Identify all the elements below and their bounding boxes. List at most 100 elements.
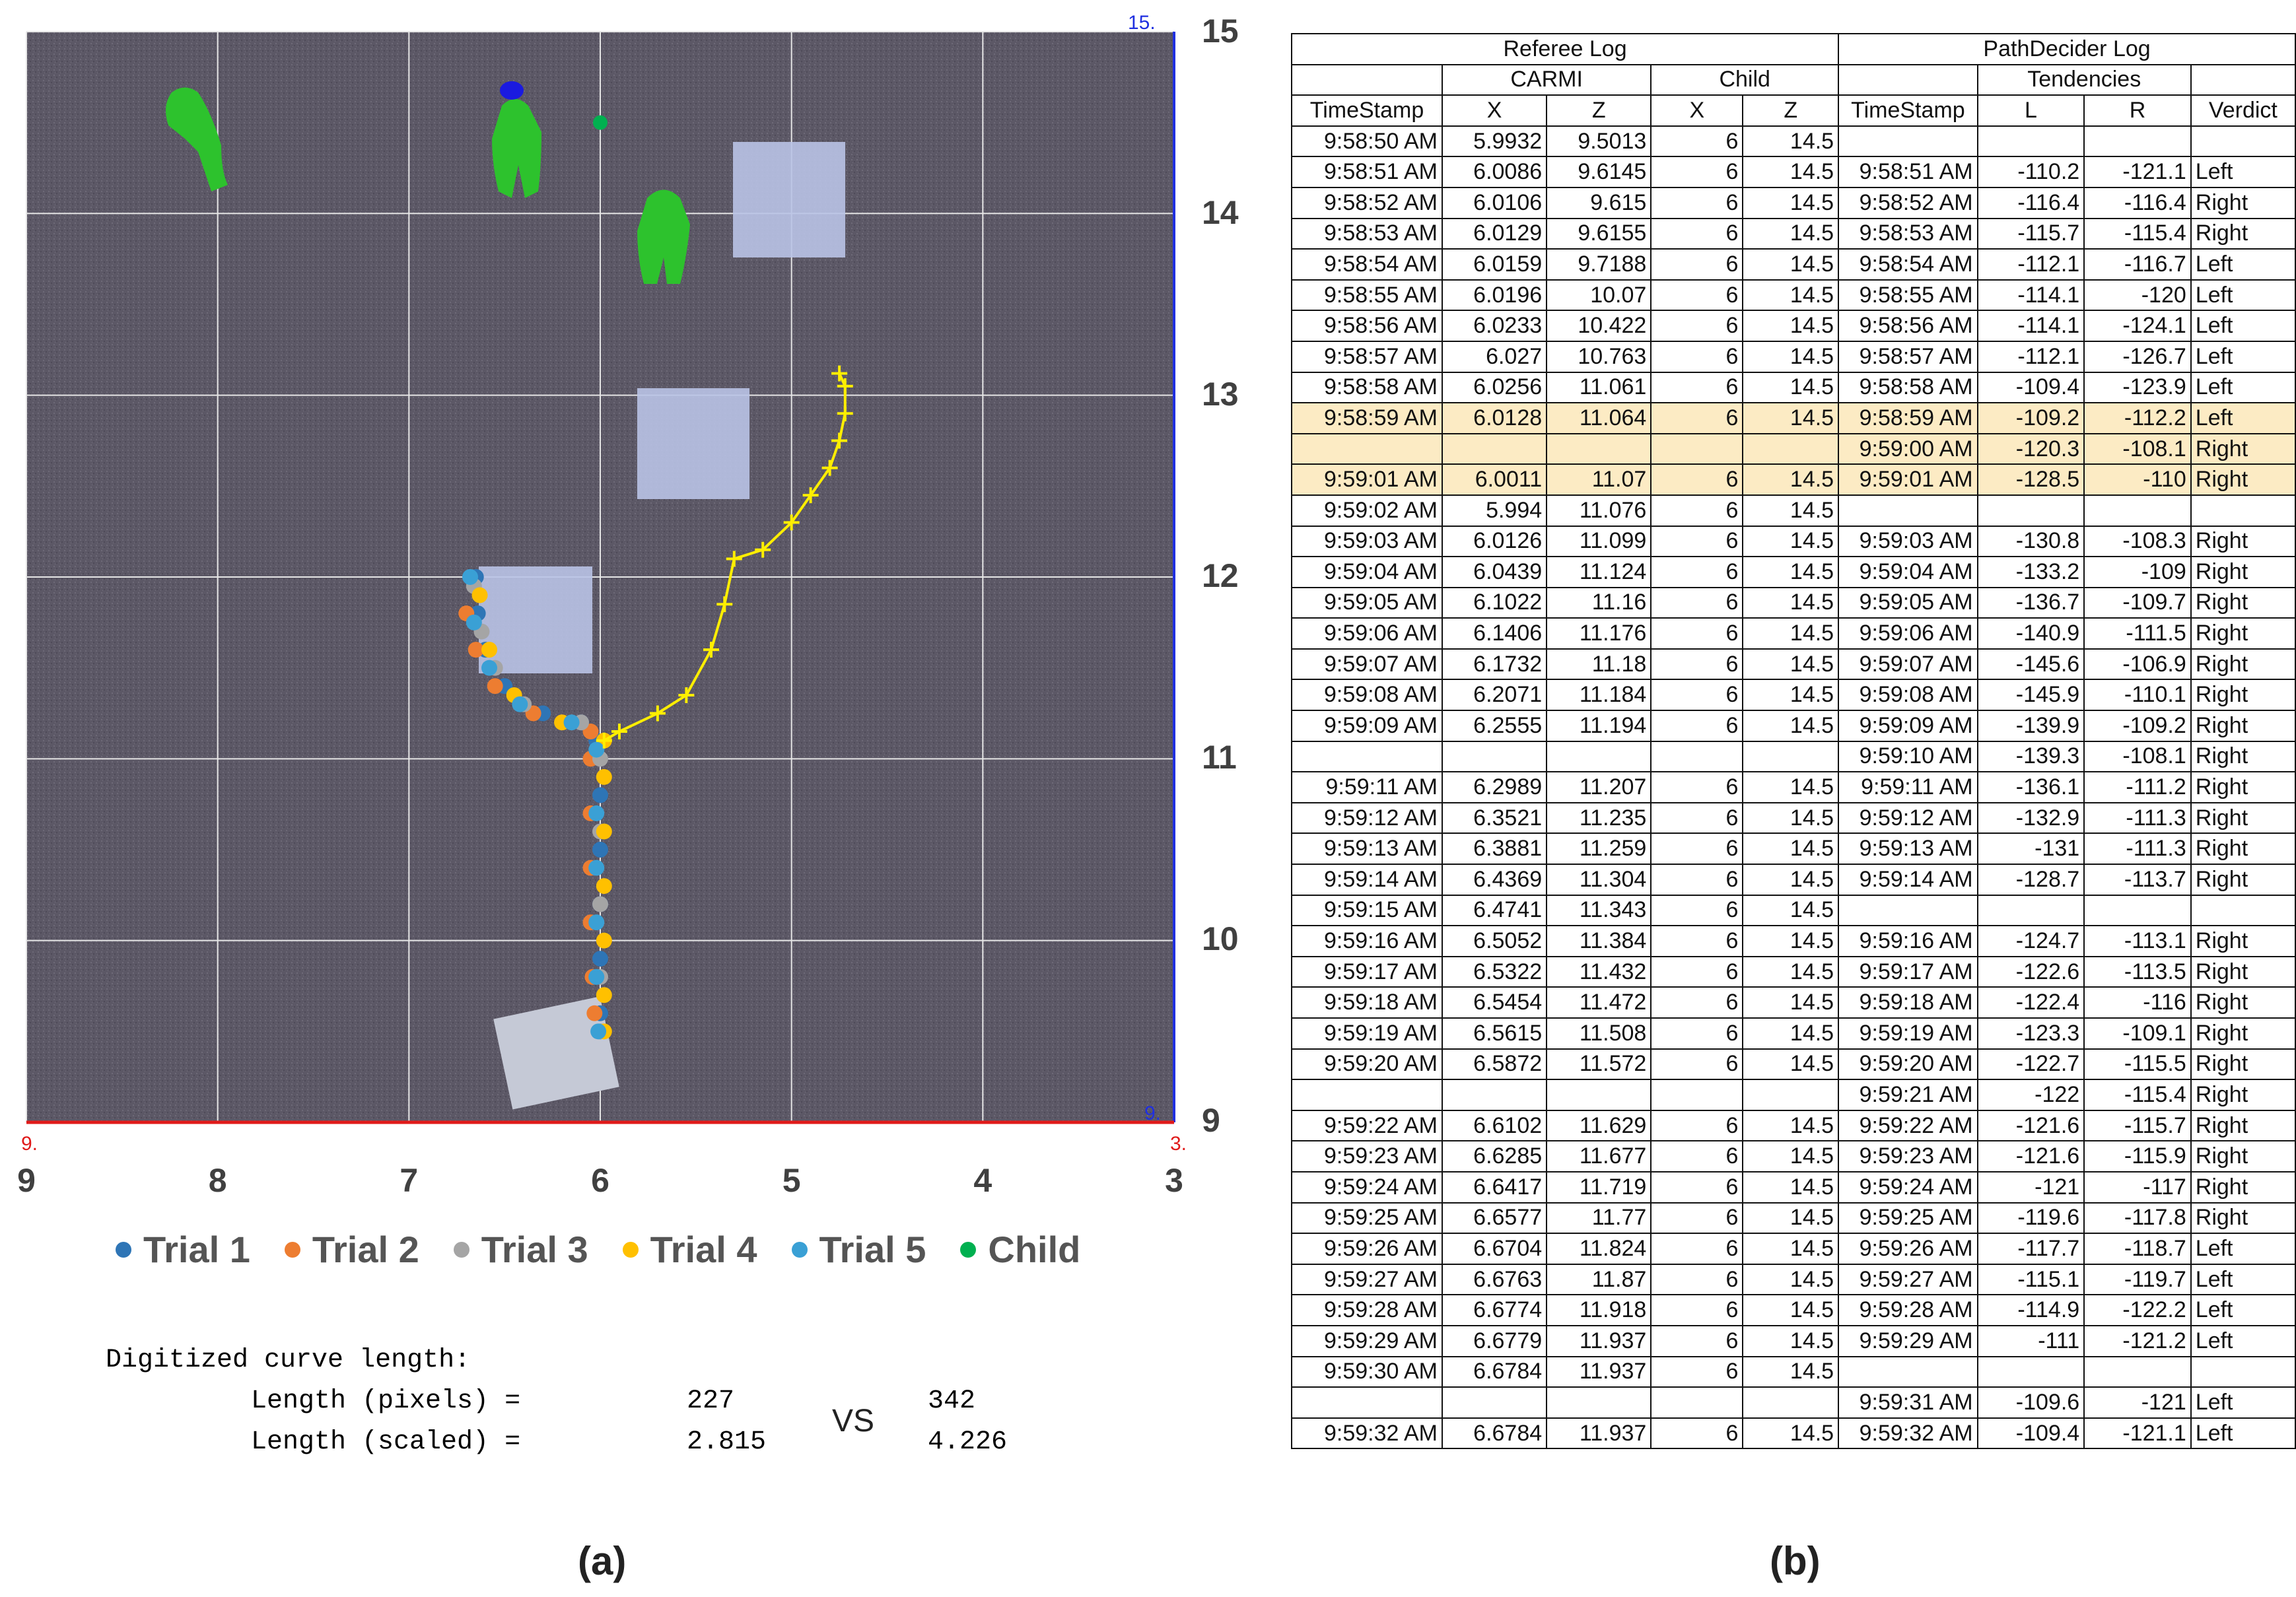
table-cell: 6.0233 (1441, 310, 1548, 342)
table-cell: -121.1 (2083, 156, 2192, 188)
table-cell: 6.0129 (1441, 217, 1548, 250)
blank-header (2190, 63, 2296, 96)
table-cell (1546, 432, 1652, 465)
table-cell: -116.4 (2083, 186, 2192, 219)
right-tick-label: 15 (1202, 13, 1239, 50)
legend-label: Trial 1 (143, 1229, 250, 1270)
table-row: 9:59:27 AM 6.6763 11.87 6 14.5 9:59:27 AM -115… (1291, 1263, 2296, 1296)
pathdecider-cross-marker (837, 378, 853, 394)
table-cell: -121 (2083, 1386, 2192, 1419)
column-header: Z (1546, 94, 1652, 127)
column-header: X (1441, 94, 1548, 127)
table-cell (1546, 740, 1652, 773)
table-cell: -121.6 (1976, 1140, 2085, 1172)
table-row: 9:59:29 AM 6.6779 11.937 6 14.5 9:59:29 AM -11… (1291, 1324, 2296, 1357)
table-cell: 9:59:00 AM (1838, 432, 1978, 465)
table-row: 9:59:08 AM 6.2071 11.184 6 14.5 9:59:08 AM -14… (1291, 679, 2296, 712)
table-cell: -110 (2083, 463, 2192, 496)
table-cell: 6 (1650, 801, 1744, 834)
table-cell: 9:59:19 AM (1838, 1017, 1978, 1050)
table-cell: Right (2190, 1079, 2296, 1111)
table-cell: 6 (1650, 248, 1744, 281)
table-row: 9:58:52 AM 6.0106 9.615 6 14.5 9:58:52 AM -116… (1291, 186, 2296, 219)
table-cell: -136.1 (1976, 771, 2085, 803)
table-cell: Right (2190, 986, 2296, 1019)
table-cell: 6 (1650, 463, 1744, 496)
table-cell: -112.2 (2083, 402, 2192, 434)
table-cell: Right (2190, 864, 2296, 896)
table-cell: 11.937 (1546, 1355, 1652, 1388)
table-row: 9:58:51 AM 6.0086 9.6145 6 14.5 9:58:51 AM -11… (1291, 156, 2296, 188)
x-tick-label: 7 (400, 1162, 418, 1199)
table-cell: -121.1 (2083, 1417, 2192, 1450)
table-cell: 6.6779 (1441, 1324, 1548, 1357)
legend-dot-icon (791, 1241, 808, 1258)
table-cell: -117 (2083, 1171, 2192, 1204)
table-cell (1441, 740, 1548, 773)
table-cell: 9:59:22 AM (1838, 1109, 1978, 1142)
table-row: 9:59:07 AM 6.1732 11.18 6 14.5 9:59:07 AM -145… (1291, 648, 2296, 681)
table-row: 9:59:18 AM 6.5454 11.472 6 14.5 9:59:18 AM -12… (1291, 986, 2296, 1019)
point-trial-2 (487, 678, 503, 695)
table-cell: 11.184 (1546, 679, 1652, 712)
table-cell: -109.4 (1976, 1417, 2085, 1450)
point-trial-5 (588, 860, 605, 876)
table-cell: 9:59:25 AM (1838, 1202, 1978, 1235)
table-cell: 9:59:19 AM (1291, 1017, 1443, 1050)
table-cell: -109.6 (1976, 1386, 2085, 1419)
human-figure (637, 189, 690, 284)
table-cell: 11.508 (1546, 1017, 1652, 1050)
table-cell: -120.3 (1976, 432, 2085, 465)
table-cell: Right (2190, 1048, 2296, 1081)
table-cell: Right (2190, 679, 2296, 712)
table-cell: 6.5615 (1441, 1017, 1548, 1050)
table-cell: Left (2190, 279, 2296, 312)
table-cell: -111.5 (2083, 617, 2192, 650)
table-cell: -124.1 (2083, 310, 2192, 342)
table-cell: 9:58:56 AM (1838, 310, 1978, 342)
table-row: 9:59:20 AM 6.5872 11.572 6 14.5 9:59:20 AM -12… (1291, 1048, 2296, 1081)
table-cell: 9:59:27 AM (1838, 1263, 1978, 1296)
length-scaled-a: 2.815 (687, 1427, 767, 1457)
table-cell: -119.6 (1976, 1202, 2085, 1235)
table-cell: 6 (1650, 217, 1744, 250)
table-cell: 14.5 (1742, 125, 1840, 158)
table-cell: -120 (2083, 279, 2192, 312)
right-tick-label: 13 (1202, 376, 1239, 413)
table-cell: 6 (1650, 1109, 1744, 1142)
table-cell: -113.7 (2083, 864, 2192, 896)
table-cell: 9:58:52 AM (1291, 186, 1443, 219)
table-cell: 9:59:24 AM (1838, 1171, 1978, 1204)
right-tick-label: 14 (1202, 194, 1239, 231)
table-cell (1742, 1079, 1840, 1111)
legend-item: Trial 5 (791, 1228, 926, 1271)
table-cell: 9:59:16 AM (1291, 925, 1443, 957)
table-cell: 6.0256 (1441, 371, 1548, 404)
table-cell: 14.5 (1742, 525, 1840, 558)
table-cell: 6.6577 (1441, 1202, 1548, 1235)
table-cell: 11.87 (1546, 1263, 1652, 1296)
table-row: 9:59:16 AM 6.5052 11.384 6 14.5 9:59:16 AM -12… (1291, 925, 2296, 957)
table-cell (1291, 432, 1443, 465)
table-cell: 9:58:55 AM (1838, 279, 1978, 312)
table-row: 9:59:19 AM 6.5615 11.508 6 14.5 9:59:19 AM -12… (1291, 1017, 2296, 1050)
right-tick-label: 10 (1202, 920, 1239, 957)
panel-label-a: (a) (578, 1539, 627, 1583)
table-cell: 9:59:07 AM (1838, 648, 1978, 681)
table-cell: 6 (1650, 864, 1744, 896)
table-cell: 9:59:29 AM (1838, 1324, 1978, 1357)
pathdecider-log-header: PathDecider Log (1838, 33, 2296, 65)
table-cell: Left (2190, 1324, 2296, 1357)
table-cell: 6.0126 (1441, 525, 1548, 558)
table-cell: 9:59:32 AM (1838, 1417, 1978, 1450)
table-cell: 9:59:26 AM (1838, 1233, 1978, 1265)
table-cell: 6.5454 (1441, 986, 1548, 1019)
table-cell: Left (2190, 402, 2296, 434)
table-cell (1838, 1355, 1978, 1388)
table-cell: Right (2190, 186, 2296, 219)
table-cell: 9:58:53 AM (1838, 217, 1978, 250)
point-trial-4 (481, 642, 497, 658)
table-cell: Left (2190, 310, 2296, 342)
legend-dot-icon (960, 1241, 977, 1258)
table-cell: 9:58:54 AM (1291, 248, 1443, 281)
